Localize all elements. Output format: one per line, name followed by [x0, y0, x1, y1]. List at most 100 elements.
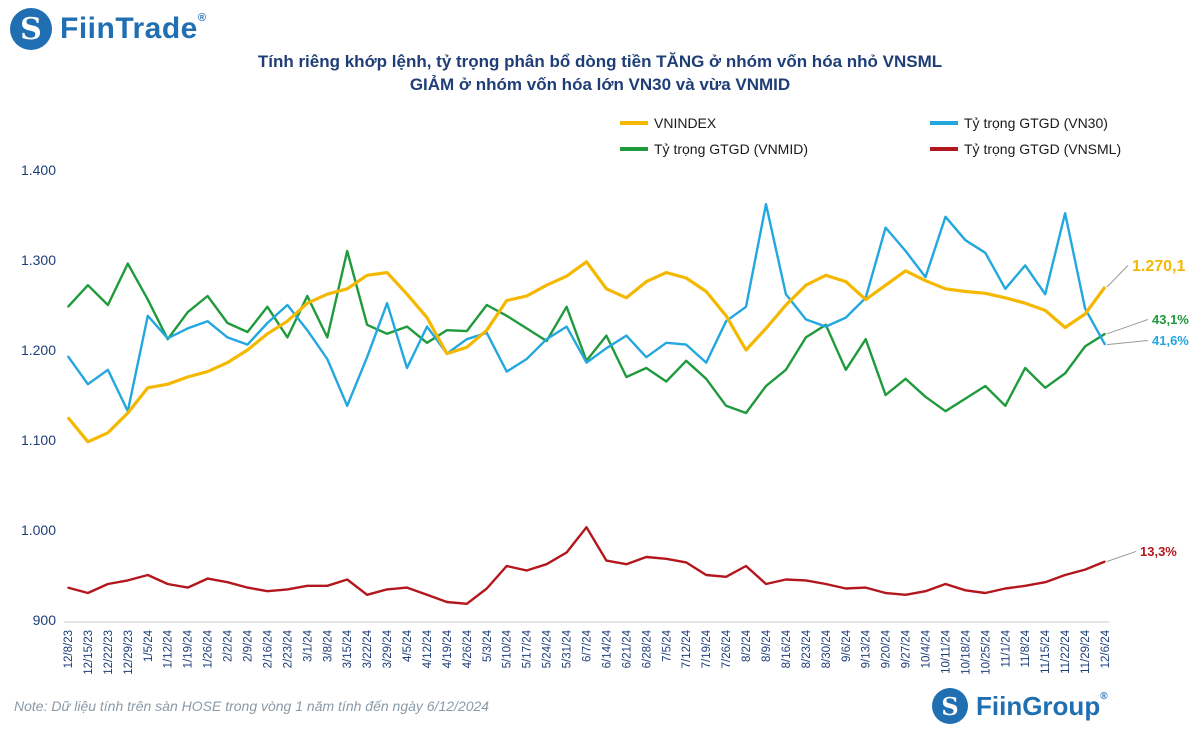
x-tick-label: 6/7/24 — [582, 629, 594, 662]
series-point — [845, 369, 847, 371]
series-point — [426, 342, 428, 344]
series-line — [66, 260, 1107, 444]
series-point — [565, 275, 568, 278]
x-tick-label: 4/12/24 — [422, 629, 434, 668]
series-point — [845, 280, 847, 283]
end-label-leader — [1106, 550, 1137, 562]
series-point — [286, 304, 289, 306]
series-point — [725, 320, 727, 323]
series-point — [466, 603, 468, 605]
series-point — [266, 590, 269, 592]
series-point — [286, 588, 289, 591]
series-point — [1064, 212, 1066, 214]
series-point — [486, 304, 488, 306]
series-point — [147, 574, 149, 576]
x-tick-label: 7/26/24 — [721, 629, 733, 668]
x-tick-label: 11/29/24 — [1080, 629, 1092, 674]
x-tick-label: 3/22/24 — [362, 629, 374, 668]
series-point — [1084, 313, 1086, 315]
x-tick-label: 3/29/24 — [382, 629, 394, 668]
series-point — [525, 327, 528, 330]
series-point — [864, 298, 867, 301]
x-tick-label: 11/22/24 — [1060, 629, 1072, 674]
series-point — [406, 586, 408, 589]
series-point — [785, 304, 787, 306]
series-point — [87, 284, 89, 287]
series-point — [127, 412, 129, 414]
series-point — [406, 293, 408, 296]
legend-label: Tỷ trọng GTGD (VNMID) — [654, 141, 808, 157]
chart-title: Tính riêng khớp lệnh, tỷ trọng phân bổ d… — [0, 50, 1200, 96]
series-point — [525, 569, 528, 572]
end-label-leader — [1106, 339, 1149, 346]
series-point — [87, 441, 89, 443]
x-tick-label: 10/18/24 — [960, 629, 972, 674]
x-tick-label: 5/3/24 — [482, 629, 494, 662]
x-tick-label: 3/8/24 — [322, 629, 334, 662]
series-point — [964, 290, 967, 293]
series-point — [924, 279, 927, 282]
series-point — [346, 250, 349, 252]
x-tick-label: 2/2/24 — [223, 629, 235, 662]
x-tick-label: 12/29/23 — [123, 630, 135, 675]
series-point — [166, 383, 169, 386]
footer-brand-name: FiinGroup — [976, 690, 1101, 721]
series-point — [545, 563, 548, 565]
series-point — [266, 322, 269, 324]
series-point — [745, 412, 747, 414]
fiintrade-logo: S FiinTrade® — [10, 8, 206, 50]
series-line — [67, 249, 1106, 415]
series-point — [406, 325, 408, 328]
series-point — [625, 376, 628, 378]
series-point — [246, 349, 249, 351]
brand-name: FiinTrade — [60, 12, 198, 45]
series-point — [705, 574, 707, 576]
series-point — [585, 361, 588, 364]
series-point — [565, 325, 568, 328]
series-point — [944, 216, 947, 218]
series-point — [147, 387, 149, 389]
x-tick-label: 4/26/24 — [462, 629, 474, 668]
x-tick-label: 8/23/24 — [801, 629, 813, 668]
x-tick-label: 7/19/24 — [701, 629, 713, 668]
series-point — [426, 325, 428, 328]
series-point — [805, 579, 807, 582]
x-tick-label: 10/11/24 — [940, 629, 952, 674]
series-point — [904, 270, 907, 272]
brand-reg: ® — [197, 12, 207, 24]
series-point — [845, 316, 847, 319]
series-point — [745, 565, 747, 567]
series-point — [1104, 343, 1106, 346]
series-point — [984, 385, 987, 387]
y-tick-label: 1.100 — [21, 432, 56, 448]
x-tick-label: 8/16/24 — [781, 629, 793, 668]
series-point — [884, 592, 887, 594]
series-point — [326, 336, 329, 339]
series-point — [565, 306, 568, 308]
series-point — [206, 320, 209, 323]
end-label-leader — [1106, 265, 1129, 288]
series-point — [545, 284, 548, 287]
x-tick-label: 3/1/24 — [302, 629, 314, 662]
series-point — [745, 349, 747, 351]
series-point — [286, 336, 289, 339]
x-tick-label: 1/12/24 — [163, 629, 175, 668]
series-point — [67, 416, 69, 419]
series-point — [944, 583, 947, 585]
series-point — [386, 302, 388, 305]
series-point — [605, 559, 608, 562]
series-point — [685, 561, 687, 564]
x-tick-label: 8/30/24 — [821, 629, 833, 668]
series-point — [785, 293, 787, 296]
fiingroup-logo: S FiinGroup® — [932, 688, 1108, 724]
series-point — [67, 586, 69, 589]
series-point — [765, 583, 767, 585]
series-point — [87, 383, 89, 386]
series-point — [446, 601, 448, 603]
series-point — [665, 558, 668, 560]
end-label: 13,3% — [1140, 544, 1177, 559]
series-point — [326, 358, 329, 360]
x-tick-label: 5/10/24 — [502, 629, 514, 668]
series-point — [845, 587, 847, 590]
